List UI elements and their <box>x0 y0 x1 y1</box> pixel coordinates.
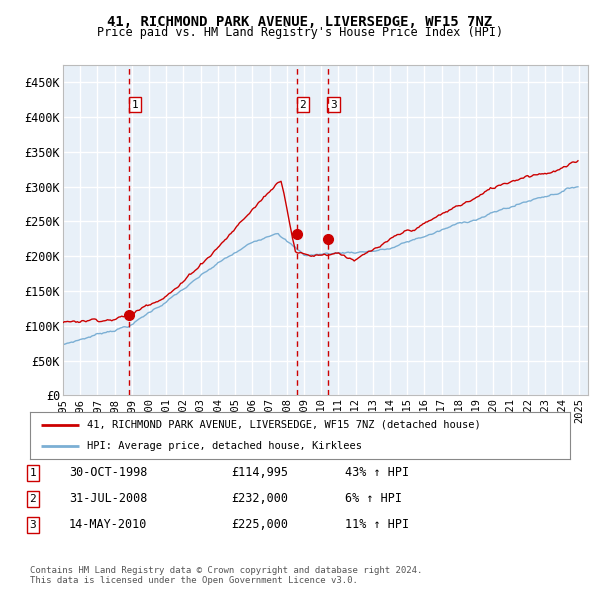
Text: £225,000: £225,000 <box>231 519 288 532</box>
Text: 2: 2 <box>29 494 37 504</box>
Text: 11% ↑ HPI: 11% ↑ HPI <box>345 519 409 532</box>
Text: 30-OCT-1998: 30-OCT-1998 <box>69 467 148 480</box>
Text: HPI: Average price, detached house, Kirklees: HPI: Average price, detached house, Kirk… <box>86 441 362 451</box>
Text: 6% ↑ HPI: 6% ↑ HPI <box>345 493 402 506</box>
Text: 14-MAY-2010: 14-MAY-2010 <box>69 519 148 532</box>
Text: 2: 2 <box>299 100 306 110</box>
Text: 31-JUL-2008: 31-JUL-2008 <box>69 493 148 506</box>
Text: Price paid vs. HM Land Registry's House Price Index (HPI): Price paid vs. HM Land Registry's House … <box>97 26 503 39</box>
Text: 3: 3 <box>330 100 337 110</box>
Text: 41, RICHMOND PARK AVENUE, LIVERSEDGE, WF15 7NZ: 41, RICHMOND PARK AVENUE, LIVERSEDGE, WF… <box>107 15 493 29</box>
Text: 41, RICHMOND PARK AVENUE, LIVERSEDGE, WF15 7NZ (detached house): 41, RICHMOND PARK AVENUE, LIVERSEDGE, WF… <box>86 419 481 430</box>
Text: 1: 1 <box>131 100 138 110</box>
Text: £232,000: £232,000 <box>231 493 288 506</box>
Text: £114,995: £114,995 <box>231 467 288 480</box>
Text: 3: 3 <box>29 520 37 530</box>
Text: 1: 1 <box>29 468 37 478</box>
Text: Contains HM Land Registry data © Crown copyright and database right 2024.
This d: Contains HM Land Registry data © Crown c… <box>30 566 422 585</box>
Text: 43% ↑ HPI: 43% ↑ HPI <box>345 467 409 480</box>
